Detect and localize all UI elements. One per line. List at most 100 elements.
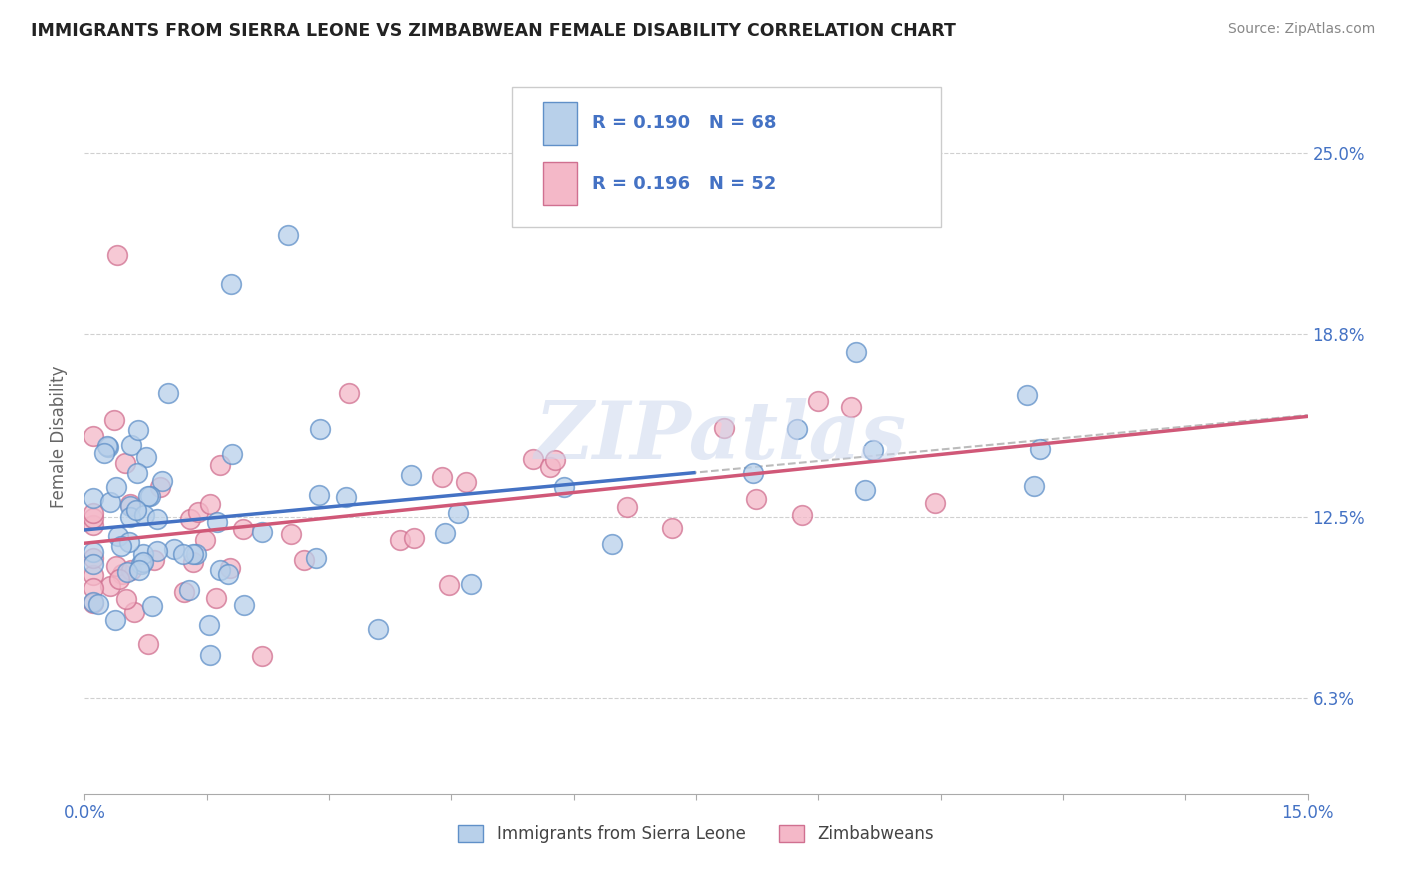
Point <box>107 572 129 586</box>
Point <box>120 564 142 578</box>
Point <box>135 450 157 464</box>
Point <box>744 491 766 506</box>
Point <box>118 497 141 511</box>
Point <box>522 451 544 466</box>
Point <box>741 467 763 481</box>
Point <box>173 584 195 599</box>
Point <box>138 637 160 651</box>
Point <box>447 506 470 520</box>
Point <box>200 497 222 511</box>
Point <box>118 535 141 549</box>
Point <box>82 518 104 533</box>
Point <box>232 598 254 612</box>
Point <box>439 578 461 592</box>
Point <box>150 474 173 488</box>
Point <box>434 525 457 540</box>
Point <box>172 547 194 561</box>
Point <box>430 470 453 484</box>
Point <box>100 579 122 593</box>
Point <box>841 400 863 414</box>
Point <box>194 533 217 547</box>
Point <box>181 555 204 569</box>
Point <box>105 248 128 262</box>
Point <box>110 539 132 553</box>
Point <box>713 421 735 435</box>
Point <box>139 489 162 503</box>
Text: ZIPatlas: ZIPatlas <box>534 399 907 475</box>
Point <box>209 458 232 472</box>
Point <box>129 557 152 571</box>
Point <box>82 511 104 525</box>
Point <box>454 475 477 489</box>
Point <box>132 555 155 569</box>
Point <box>96 439 118 453</box>
Point <box>198 648 221 662</box>
Point <box>128 563 150 577</box>
Text: IMMIGRANTS FROM SIERRA LEONE VS ZIMBABWEAN FEMALE DISABILITY CORRELATION CHART: IMMIGRANTS FROM SIERRA LEONE VS ZIMBABWE… <box>31 22 956 40</box>
Point <box>853 483 876 498</box>
Point <box>82 428 104 442</box>
Point <box>616 500 638 515</box>
Point <box>232 522 254 536</box>
Point <box>367 622 389 636</box>
Point <box>460 577 482 591</box>
Point <box>97 441 120 455</box>
FancyBboxPatch shape <box>543 102 578 145</box>
Point <box>115 592 138 607</box>
Point <box>163 542 186 557</box>
Point <box>82 595 104 609</box>
Point <box>146 512 169 526</box>
Legend: Immigrants from Sierra Leone, Zimbabweans: Immigrants from Sierra Leone, Zimbabwean… <box>451 818 941 850</box>
Point <box>93 446 115 460</box>
Point <box>103 412 125 426</box>
Point <box>544 453 567 467</box>
Point <box>337 385 360 400</box>
Point <box>146 544 169 558</box>
Point <box>127 424 149 438</box>
Point <box>107 529 129 543</box>
Point <box>82 567 104 582</box>
FancyBboxPatch shape <box>543 162 578 205</box>
Point <box>924 496 946 510</box>
Point <box>82 595 104 609</box>
Point <box>134 508 156 522</box>
Point <box>136 489 159 503</box>
Point <box>1029 442 1052 456</box>
Point <box>125 502 148 516</box>
Point <box>187 505 209 519</box>
Point <box>600 537 623 551</box>
Point <box>221 447 243 461</box>
Point <box>82 557 104 571</box>
Point <box>792 508 814 522</box>
Point <box>141 599 163 614</box>
Point <box>401 468 423 483</box>
Y-axis label: Female Disability: Female Disability <box>51 366 69 508</box>
Point <box>292 553 315 567</box>
Point <box>308 422 330 436</box>
FancyBboxPatch shape <box>513 87 941 227</box>
Point <box>205 515 228 529</box>
Point <box>250 649 273 664</box>
Text: Source: ZipAtlas.com: Source: ZipAtlas.com <box>1227 22 1375 37</box>
Point <box>142 552 165 566</box>
Point <box>104 480 127 494</box>
Point <box>538 460 561 475</box>
Point <box>87 597 110 611</box>
Point <box>118 510 141 524</box>
Point <box>104 559 127 574</box>
Point <box>184 547 207 561</box>
Point <box>149 479 172 493</box>
Point <box>661 521 683 535</box>
Point <box>82 506 104 520</box>
Point <box>205 591 228 605</box>
Point <box>82 581 104 595</box>
Point <box>82 550 104 565</box>
Text: R = 0.196   N = 52: R = 0.196 N = 52 <box>592 175 776 193</box>
Point <box>197 618 219 632</box>
Point <box>219 277 242 292</box>
Point <box>1017 388 1039 402</box>
Point <box>120 438 142 452</box>
Point <box>82 491 104 506</box>
Point <box>98 494 121 508</box>
Point <box>179 583 201 598</box>
